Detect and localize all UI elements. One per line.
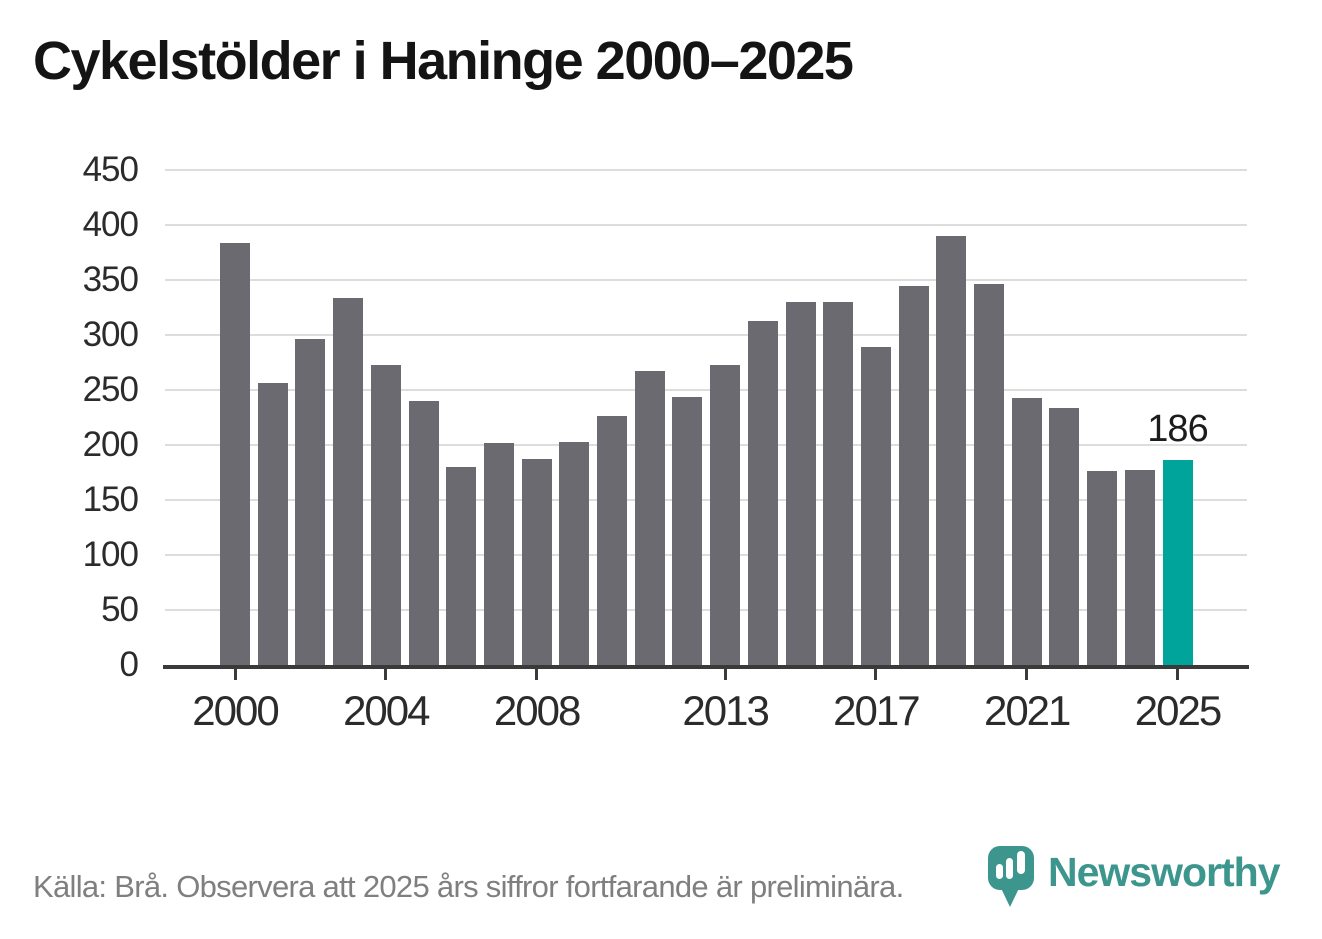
bar-2014 <box>747 320 778 665</box>
bar-2002 <box>295 339 326 665</box>
x-axis-line <box>163 665 1249 669</box>
y-tick-label-200: 200 <box>82 425 139 464</box>
y-tick-label-0: 0 <box>119 645 139 684</box>
y-tick-label-150: 150 <box>82 480 139 519</box>
y-tick-label-50: 50 <box>101 590 139 629</box>
y-tick-label-400: 400 <box>82 205 139 244</box>
x-tick-label-2021: 2021 <box>983 687 1071 734</box>
x-tick-label-2017: 2017 <box>833 687 920 734</box>
bar-2013 <box>710 364 741 665</box>
bar-2008 <box>521 459 552 665</box>
newsworthy-wordmark: Newsworthy <box>1048 849 1280 895</box>
gridline-250 <box>165 389 1247 391</box>
bar-2020 <box>974 284 1004 665</box>
bar-2018 <box>898 285 929 665</box>
y-tick-label-450: 450 <box>82 150 139 189</box>
x-tick-label-2004: 2004 <box>343 687 430 734</box>
bar-2010 <box>597 416 627 665</box>
bar-2019 <box>936 236 967 665</box>
x-tick-label-2008: 2008 <box>493 687 581 734</box>
value-label-2025: 186 <box>1147 408 1208 451</box>
bar-2024 <box>1124 470 1155 665</box>
logo-bar-icon <box>996 864 1003 879</box>
x-tick-label-2013: 2013 <box>682 687 769 734</box>
gridline-100 <box>165 554 1247 556</box>
gridline-50 <box>165 609 1247 611</box>
y-tick-label-250: 250 <box>82 370 139 409</box>
bar-2009 <box>559 441 590 665</box>
y-tick-label-300: 300 <box>82 315 139 354</box>
x-tick-2008 <box>535 669 539 680</box>
logo-bar-icon <box>1017 851 1025 874</box>
bar-2023 <box>1087 471 1118 665</box>
bar-2021 <box>1011 397 1042 665</box>
gridline-450 <box>165 169 1247 171</box>
x-tick-2000 <box>233 669 237 680</box>
bar-2016 <box>823 302 854 665</box>
gridline-350 <box>165 279 1247 281</box>
gridline-300 <box>165 334 1247 336</box>
y-tick-label-350: 350 <box>82 260 139 299</box>
bar-2022 <box>1049 407 1080 665</box>
bar-2006 <box>446 467 477 665</box>
bar-2007 <box>483 442 514 665</box>
bar-2025-highlight <box>1162 460 1193 665</box>
x-tick-2021 <box>1025 669 1029 680</box>
gridline-400 <box>165 224 1247 226</box>
x-tick-label-2025: 2025 <box>1134 687 1222 734</box>
bar-2017 <box>860 347 891 665</box>
x-tick-2004 <box>384 669 388 680</box>
bar-2004 <box>370 364 401 665</box>
bar-2011 <box>634 371 665 665</box>
source-note: Källa: Brå. Observera att 2025 års siffr… <box>33 869 904 904</box>
logo-bar-icon <box>1006 858 1013 879</box>
x-tick-2013 <box>723 669 727 680</box>
bar-2003 <box>333 297 364 665</box>
gridline-200 <box>165 444 1247 446</box>
bar-2012 <box>672 396 703 665</box>
bar-2000 <box>220 242 250 665</box>
bar-2015 <box>785 302 816 665</box>
x-tick-2025 <box>1176 669 1179 680</box>
bar-2001 <box>257 383 288 665</box>
y-tick-label-100: 100 <box>82 535 139 574</box>
gridline-150 <box>165 499 1247 501</box>
x-tick-label-2000: 2000 <box>192 687 279 734</box>
bar-2005 <box>408 401 439 665</box>
chart-title: Cykelstölder i Haninge 2000–2025 <box>33 31 854 91</box>
x-tick-2017 <box>874 669 878 680</box>
